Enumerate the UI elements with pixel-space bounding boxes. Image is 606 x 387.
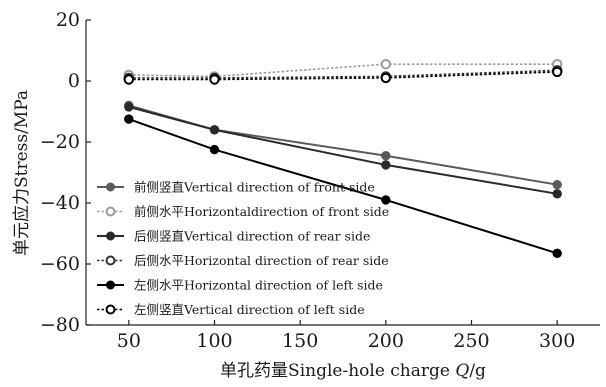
series-6 [123, 66, 563, 85]
series-line [128, 118, 558, 255]
series-line [128, 63, 558, 78]
legend-item: 左侧竖直Vertical direction of left side [97, 302, 365, 317]
legend-label: 左侧竖直Vertical direction of left side [134, 302, 365, 317]
y-tick-label: −80 [40, 314, 80, 336]
series-line [128, 105, 558, 195]
data-point [552, 189, 562, 199]
data-point [209, 125, 220, 135]
series-layer [123, 58, 563, 259]
data-point [123, 74, 135, 85]
series-line [128, 104, 558, 186]
series-3 [124, 102, 562, 199]
series-4 [123, 65, 563, 84]
y-tick-label: 20 [56, 9, 80, 31]
x-axis-label-unit: /g [469, 361, 486, 381]
series-2 [123, 58, 563, 82]
series-line [128, 69, 558, 79]
y-tick-label: 0 [68, 70, 80, 92]
legend-swatch-marker [106, 182, 115, 192]
data-point [380, 58, 391, 70]
legend-item: 前侧水平Horizontaldirection of front side [97, 204, 389, 219]
x-tick-label: 100 [196, 330, 232, 352]
x-axis-label-prefix: 单孔药量Single-hole charge [220, 361, 455, 381]
legend-label: 前侧水平Horizontaldirection of front side [134, 204, 389, 219]
series-1 [124, 100, 562, 190]
legend-label: 后侧竖直Vertical direction of rear side [134, 229, 370, 244]
y-axis-label: 单元应力Stress/MPa [12, 90, 32, 256]
data-point [209, 144, 220, 155]
x-tick-label: 300 [539, 330, 575, 352]
legend-swatch-marker [105, 304, 116, 315]
data-point [381, 151, 391, 161]
legend-swatch-marker [106, 280, 115, 290]
data-point [381, 160, 391, 170]
data-point [552, 66, 563, 78]
x-tick-label: 50 [117, 330, 141, 352]
legend-item: 后侧水平Horizontal direction of rear side [97, 253, 389, 268]
x-axis-label: 单孔药量Single-hole charge Q/g [220, 361, 486, 381]
legend-label: 前侧竖直Vertical direction of front side [134, 180, 375, 195]
legend-label: 左侧水平Horizontal direction of left side [134, 278, 383, 293]
legend-item: 左侧水平Horizontal direction of left side [97, 278, 383, 293]
series-line [128, 71, 558, 81]
data-point [124, 114, 134, 124]
data-point [552, 180, 562, 190]
x-tick-label: 150 [282, 330, 318, 352]
legend-swatch-marker [105, 206, 116, 217]
legend-item: 后侧竖直Vertical direction of rear side [97, 229, 370, 244]
x-axis-label-variable: Q [455, 361, 469, 381]
y-tick-label: −40 [40, 192, 80, 214]
legend-swatch-marker [105, 255, 116, 266]
y-tick-label: −20 [40, 131, 80, 153]
axes-layer: −80 −60 −40 −20 0 20 50 100 150 200 250 300 [40, 9, 600, 352]
data-point [380, 72, 391, 84]
data-point [381, 195, 391, 205]
x-tick-label: 250 [453, 330, 489, 352]
x-tick-label: 200 [368, 330, 404, 352]
legend-label: 后侧水平Horizontal direction of rear side [134, 253, 389, 268]
series-5 [124, 114, 562, 259]
data-point [209, 74, 220, 85]
y-tick-label: −60 [40, 253, 80, 275]
data-point [124, 102, 134, 112]
legend: 前侧竖直Vertical direction of front side 前侧水平… [97, 180, 389, 317]
legend-swatch-marker [106, 231, 115, 241]
data-point [552, 248, 562, 259]
legend-item: 前侧竖直Vertical direction of front side [97, 180, 375, 195]
